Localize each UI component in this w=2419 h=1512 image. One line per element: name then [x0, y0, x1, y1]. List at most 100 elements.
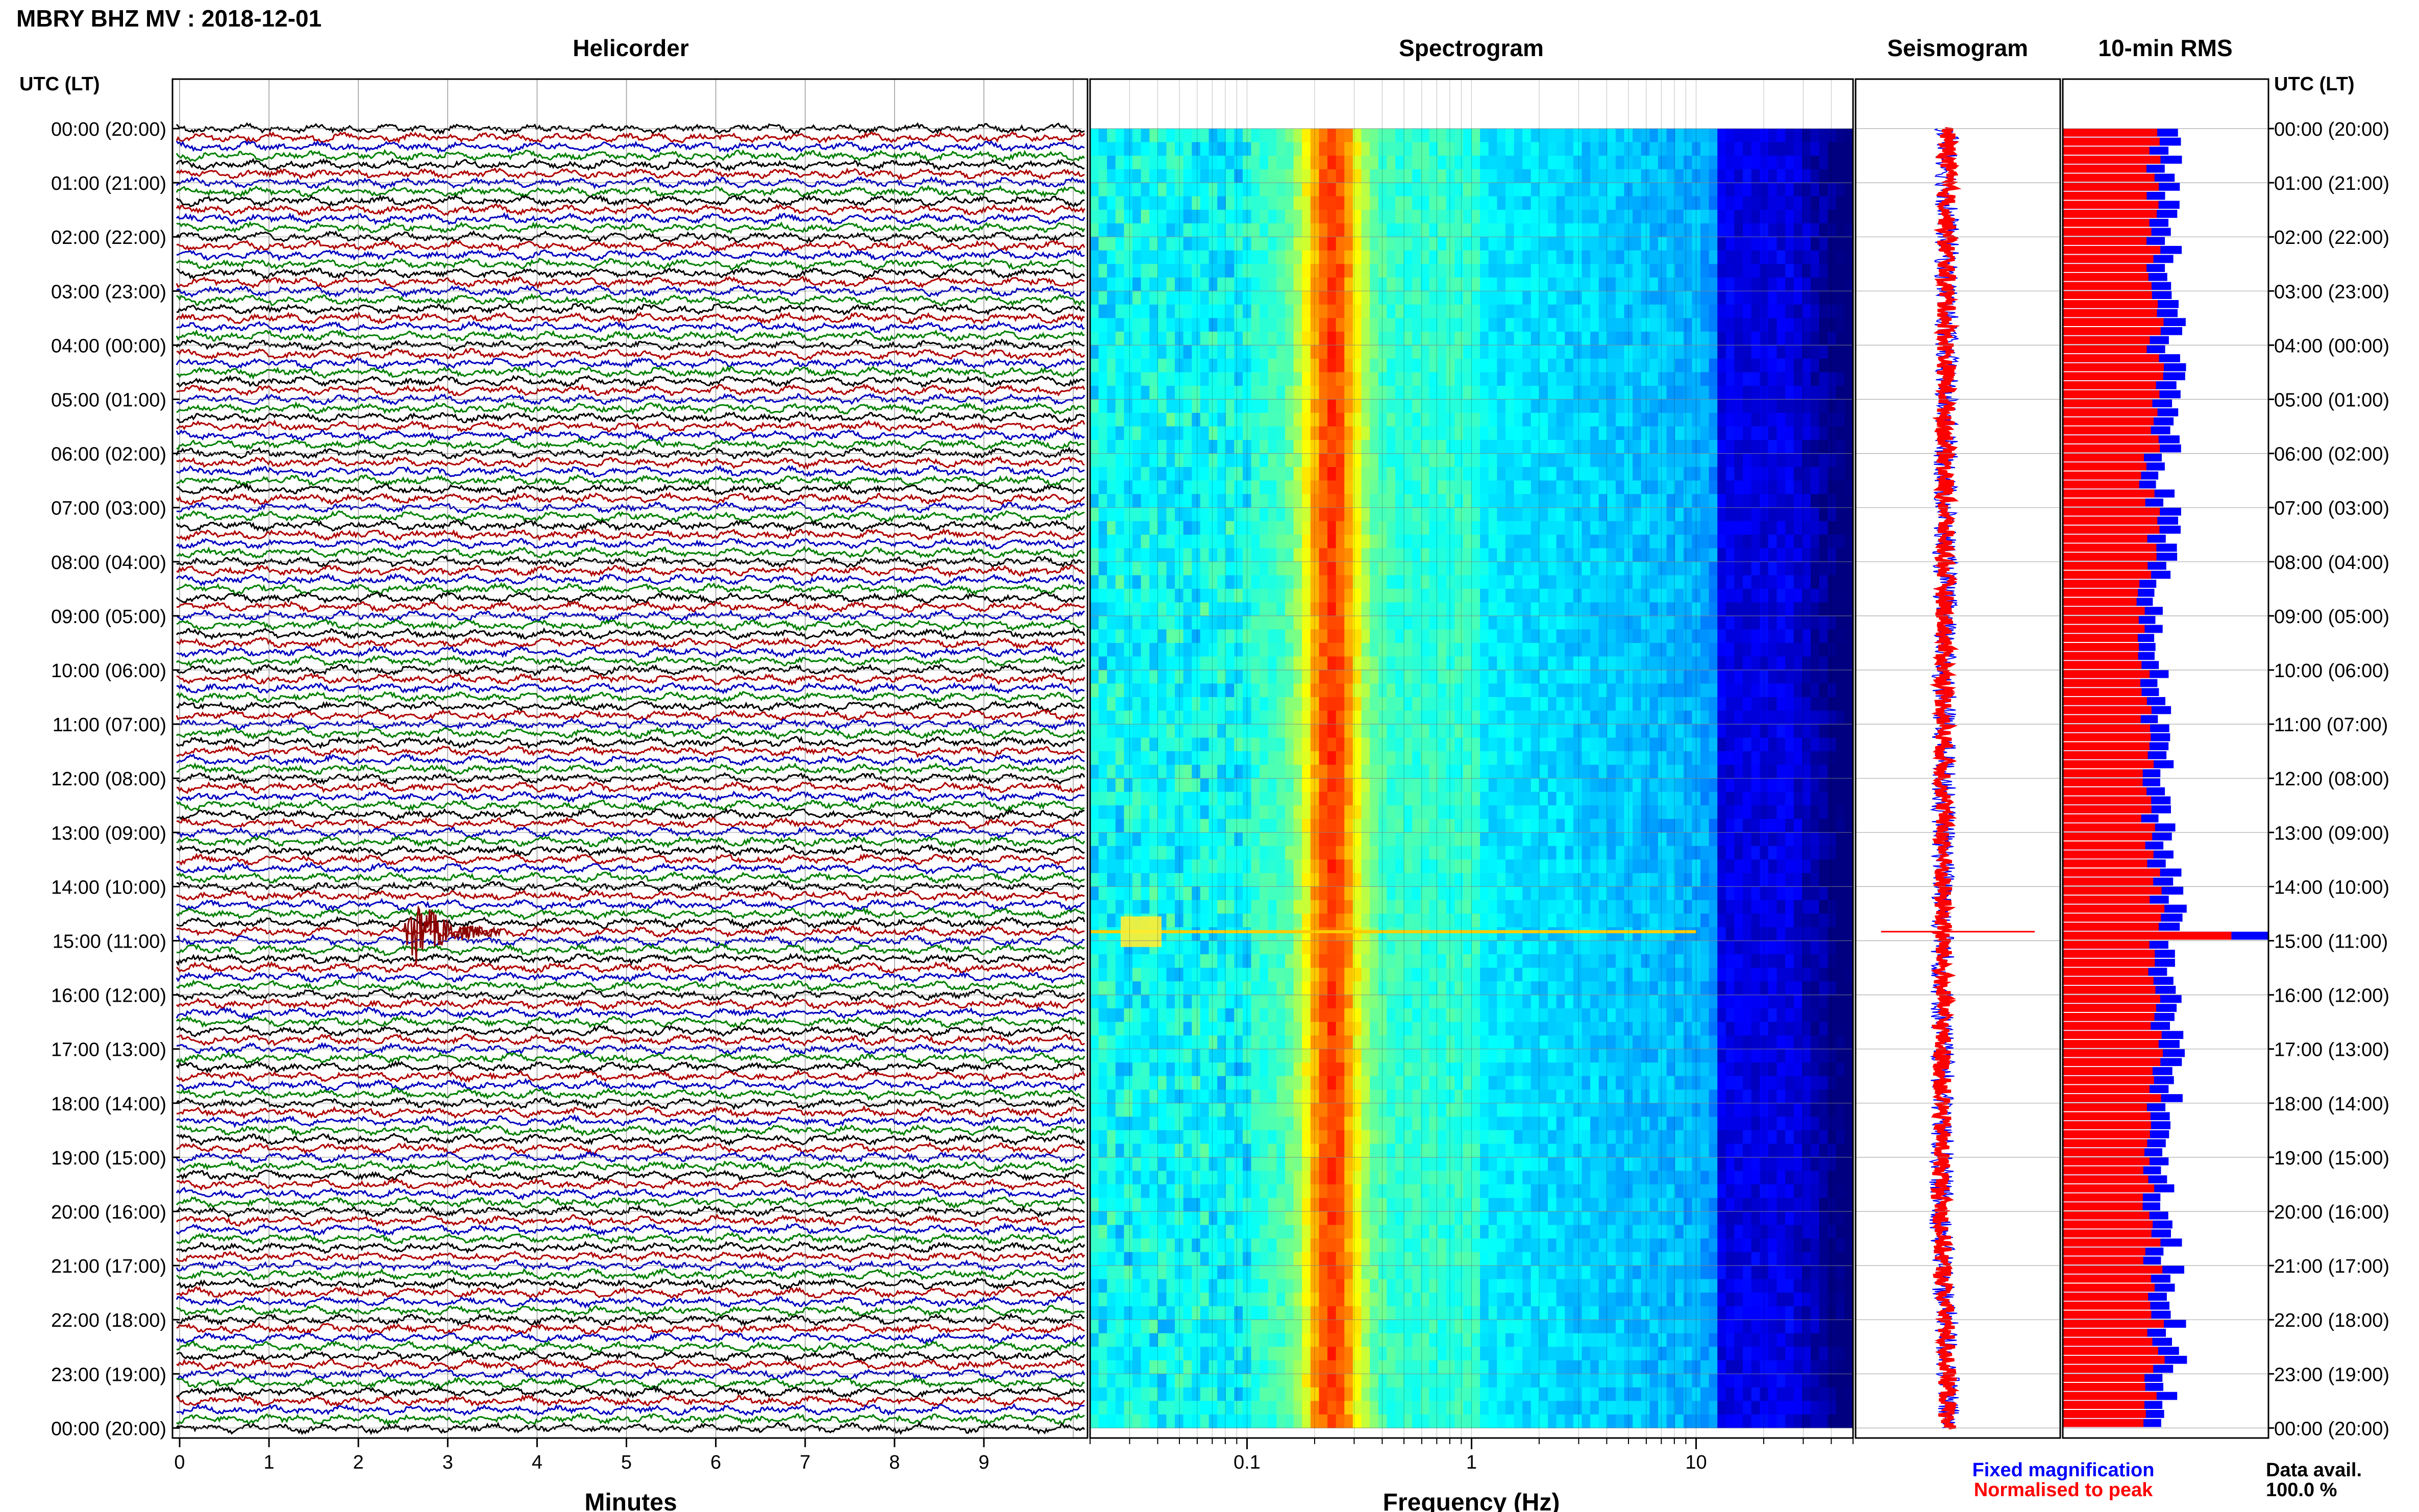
spectrogram-cell	[1751, 724, 1761, 738]
spectrogram-cell	[1683, 304, 1693, 318]
spectrogram-cell	[1582, 642, 1591, 657]
spectrogram-cell	[1573, 210, 1583, 224]
spectrogram-cell	[1225, 142, 1235, 156]
spectrogram-cell	[1251, 304, 1261, 318]
spectrogram-cell	[1675, 331, 1684, 345]
spectrogram-cell	[1776, 331, 1786, 345]
spectrogram-cell	[1649, 399, 1659, 413]
spectrogram-cell	[1683, 494, 1693, 508]
spectrogram-cell	[1327, 480, 1337, 494]
spectrogram-cell	[1361, 453, 1371, 467]
spectrogram-cell	[1607, 467, 1616, 481]
spectrogram-cell	[1531, 588, 1540, 603]
spectrogram-cell	[1302, 534, 1311, 549]
spectrogram-cell	[1802, 129, 1811, 143]
spectrogram-cell	[1463, 277, 1472, 291]
spectrogram-cell	[1107, 507, 1116, 522]
spectrogram-cell	[1522, 210, 1532, 224]
spectrogram-cell	[1420, 440, 1430, 454]
spectrogram-cell	[1497, 237, 1506, 251]
spectrogram-cell	[1124, 724, 1133, 738]
spectrogram-cell	[1157, 683, 1167, 698]
spectrogram-cell	[1157, 480, 1167, 494]
spectrogram-cell	[1751, 196, 1761, 210]
spectrogram-cell	[1200, 440, 1210, 454]
spectrogram-cell	[1793, 507, 1803, 522]
spectrogram-cell	[1522, 521, 1532, 535]
spectrogram-cell	[1514, 656, 1523, 671]
spectrogram-cell	[1276, 507, 1286, 522]
spectrogram-cell	[1420, 156, 1430, 170]
spectrogram-cell	[1225, 183, 1235, 197]
spectrogram-cell	[1361, 846, 1371, 860]
spectrogram-cell	[1395, 805, 1404, 820]
spectrogram-cell	[1141, 277, 1150, 291]
spectrogram-cell	[1488, 129, 1498, 143]
spectrogram-cell	[1149, 277, 1158, 291]
spectrogram-cell	[1802, 805, 1811, 820]
spectrogram-cell	[1124, 467, 1133, 481]
spectrogram-cell	[1480, 358, 1489, 373]
spectrogram-cell	[1319, 791, 1328, 806]
spectrogram-cell	[1675, 710, 1684, 725]
spectrogram-cell	[1734, 142, 1743, 156]
spectrogram-cell	[1539, 169, 1548, 183]
spectrogram-cell	[1251, 264, 1261, 278]
spectrogram-cell	[1344, 534, 1353, 549]
spectrogram-cell	[1208, 724, 1218, 738]
spectrogram-cell	[1208, 358, 1218, 373]
helicorder-trace	[176, 627, 1085, 641]
spectrogram-cell	[1717, 724, 1726, 738]
spectrogram-cell	[1539, 196, 1548, 210]
spectrogram-cell	[1115, 534, 1125, 549]
spectrogram-cell	[1675, 791, 1684, 806]
spectrogram-cell	[1666, 494, 1676, 508]
spectrogram-cell	[1243, 453, 1252, 467]
spectrogram-cell	[1260, 480, 1269, 494]
spectrogram-cell	[1793, 318, 1803, 332]
spectrogram-cell	[1302, 169, 1311, 183]
spectrogram-cell	[1251, 819, 1261, 833]
spectrogram-cell	[1285, 588, 1294, 603]
spectrogram-cell	[1641, 588, 1650, 603]
spectrogram-cell	[1497, 561, 1506, 576]
spectrogram-cell	[1412, 819, 1421, 833]
spectrogram-cell	[1336, 372, 1345, 386]
spectrogram-cell	[1361, 534, 1371, 549]
spectrogram-cell	[1844, 642, 1853, 657]
spectrogram-cell	[1734, 169, 1743, 183]
spectrogram-cell	[1361, 237, 1371, 251]
spectrogram-cell	[1243, 386, 1252, 400]
spectrogram-cell	[1268, 372, 1277, 386]
spectrogram-cell	[1336, 629, 1345, 643]
spectrogram-cell	[1454, 318, 1464, 332]
spectrogram-cell	[1768, 724, 1778, 738]
spectrogram-cell	[1649, 264, 1659, 278]
spectrogram-cell	[1141, 156, 1150, 170]
spectrogram-cell	[1760, 156, 1769, 170]
spectrogram-cell	[1217, 291, 1226, 305]
spectrogram-cell	[1319, 399, 1328, 413]
spectrogram-cell	[1590, 129, 1599, 143]
spectrogram-cell	[1666, 142, 1676, 156]
spectrogram-cell	[1725, 426, 1735, 440]
spectrogram-cell	[1598, 751, 1608, 765]
spectrogram-cell	[1132, 507, 1142, 522]
spectrogram-cell	[1115, 724, 1125, 738]
spectrogram-cell	[1370, 724, 1379, 738]
spectrogram-cell	[1124, 832, 1133, 847]
spectrogram-cell	[1785, 629, 1794, 643]
spectrogram-cell	[1802, 169, 1811, 183]
spectrogram-cell	[1243, 805, 1252, 820]
spectrogram-cell	[1166, 494, 1176, 508]
spectrogram-cell	[1725, 561, 1735, 576]
spectrogram-cell	[1268, 507, 1277, 522]
spectrogram-cell	[1260, 656, 1269, 671]
spectrogram-cell	[1285, 561, 1294, 576]
spectrogram-cell	[1319, 237, 1328, 251]
spectrogram-cell	[1166, 453, 1176, 467]
spectrogram-cell	[1251, 642, 1261, 657]
spectrogram-cell	[1633, 318, 1642, 332]
spectrogram-cell	[1539, 697, 1548, 711]
spectrogram-cell	[1607, 534, 1616, 549]
